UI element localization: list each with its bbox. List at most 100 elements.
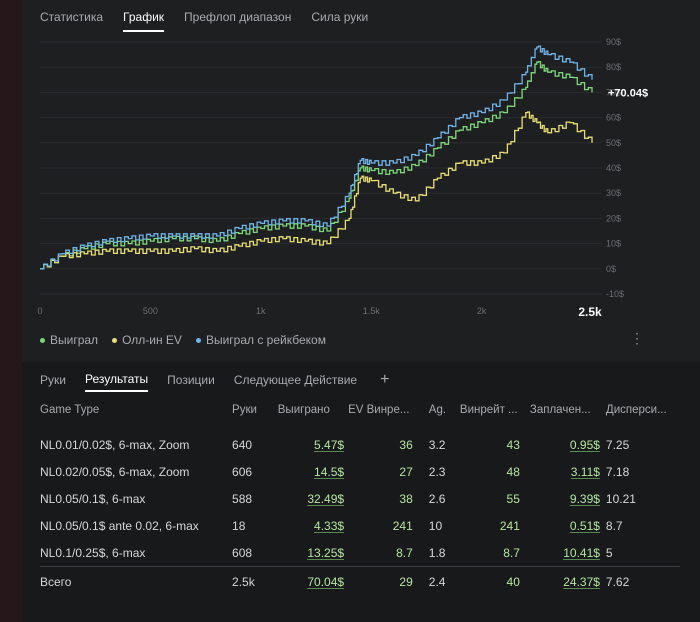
cell-value: 9.39$: [569, 491, 600, 506]
legend-label: Выиграл: [50, 333, 99, 347]
add-tab-button[interactable]: +: [380, 371, 390, 388]
table-row[interactable]: NL0.05/0.1$ ante 0.02, 6-max 18 4.33$ 241 10…: [40, 512, 680, 539]
cell-paid-rake: 0.95$: [526, 431, 600, 458]
cell-paid-rake: 3.11$: [526, 458, 600, 485]
results-table: Game Type Руки Выиграно EV Винре... Ag. …: [40, 400, 680, 597]
cell-hands: 588: [232, 491, 253, 506]
col-variance[interactable]: Дисперси...: [605, 404, 667, 416]
tab-statistics[interactable]: Статистика: [40, 10, 104, 24]
cell-value: 4.33$: [314, 518, 345, 533]
won-value: 70.04$: [307, 575, 345, 589]
rake-value: 24.37$: [563, 575, 600, 589]
cell-paid-rake: 9.39$: [526, 485, 600, 512]
cell-winrate: 8.7: [503, 545, 520, 560]
cell-game-type: NL0.1/0.25$, 6-max: [40, 545, 146, 560]
legend-item-won-rakeback[interactable]: Выиграл с рейкбеком: [195, 333, 326, 347]
legend-label: Выиграл с рейкбеком: [205, 333, 326, 347]
tab-preflop-range[interactable]: Префлоп диапазон: [184, 10, 292, 24]
cell-value: 0.51$: [569, 518, 600, 533]
chart-legend: Выиграл Олл-ин EV Выиграл с рейкбеком: [40, 333, 326, 347]
col-aggression[interactable]: Ag.: [428, 404, 447, 416]
cell-ev-winrate: 27: [399, 464, 413, 479]
cell-hands: 640: [232, 437, 253, 452]
series-line: [40, 111, 593, 270]
line-chart: 90$ 80$ 70$ 60$ 50$ 40$ 30$ 20$ 10$ 0$ -10$ 0 500 1k 1…: [37, 37, 648, 319]
cell-winrate: 40: [459, 566, 526, 597]
x-tick-label: 1.5k: [363, 306, 381, 316]
cell-variance: 7.25: [605, 437, 630, 452]
y-tick-label: 20$: [606, 213, 621, 223]
legend-item-allin-ev[interactable]: Олл-ин EV: [112, 333, 182, 347]
cell-winrate: 241: [499, 518, 520, 533]
tab-next-action[interactable]: Следующее Действие: [233, 373, 358, 387]
col-game-type[interactable]: Game Type: [40, 404, 100, 416]
y-tick-label: 60$: [606, 113, 621, 123]
results-panel: Руки Результаты Позиции Следующее Действ…: [22, 362, 700, 622]
cell-value: 10.41$: [563, 545, 600, 560]
table-row-total[interactable]: Всего 2.5k 70.04$ 29 2.4 40 24.37$ 7.62: [40, 566, 680, 597]
y-tick-label: 50$: [606, 138, 621, 148]
cell-value: 5.47$: [314, 437, 345, 452]
x-tick-label: 500: [143, 306, 158, 316]
table-row[interactable]: NL0.02/0.05$, 6-max, Zoom 606 14.5$ 27 2.3 48…: [40, 458, 680, 485]
cell-hands: 606: [232, 464, 253, 479]
cell-won: 70.04$: [277, 566, 345, 597]
cell-value: 32.49$: [307, 491, 345, 506]
cell-value: 3.11$: [570, 464, 600, 479]
cell-won: 32.49$: [278, 485, 344, 512]
cell-aggression: 10: [428, 518, 443, 533]
cell-aggression: 1.8: [428, 545, 446, 560]
cell-ev-winrate: 8.7: [396, 545, 413, 560]
col-hands[interactable]: Руки: [232, 404, 257, 416]
cell-variance: 8.7: [605, 518, 623, 533]
cell-won: 14.5$: [278, 458, 344, 485]
col-winrate[interactable]: Винрейт ...: [459, 404, 518, 416]
col-paid-rake[interactable]: Заплачен...: [529, 404, 591, 416]
cell-aggression: 2.3: [428, 464, 446, 479]
cell-ev-winrate: 38: [399, 491, 413, 506]
cell-aggression: 3.2: [428, 437, 446, 452]
col-ev-winrate[interactable]: EV Винре...: [348, 404, 410, 416]
cell-game-type: NL0.01/0.02$, 6-max, Zoom: [40, 437, 190, 452]
cell-paid-rake: 24.37$: [525, 566, 600, 597]
y-tick-label: 70$: [606, 87, 621, 97]
cell-variance: 7.18: [605, 464, 630, 479]
cell-hands: 2.5k: [232, 566, 278, 597]
x-tick-label: 1k: [256, 306, 266, 316]
cell-won: 13.25$: [278, 539, 344, 567]
cell-value: 14.5$: [314, 464, 345, 479]
col-won[interactable]: Выиграно: [277, 404, 330, 416]
y-tick-label: 80$: [606, 62, 621, 72]
tab-graph[interactable]: График: [123, 10, 165, 32]
tab-hand-strength[interactable]: Сила руки: [311, 10, 369, 24]
cell-game-type: NL0.02/0.05$, 6-max, Zoom: [40, 464, 190, 479]
table-row[interactable]: NL0.1/0.25$, 6-max 608 13.25$ 8.7 1.8 8.7 10.4…: [40, 539, 680, 567]
cell-winrate: 43: [506, 437, 520, 452]
table-header: Game Type Руки Выиграно EV Винре... Ag. …: [40, 400, 680, 420]
y-tick-label: 0$: [606, 264, 616, 274]
y-tick-label: 90$: [606, 37, 621, 47]
cell-value: 13.25$: [307, 545, 345, 560]
x-tick-label: 0: [37, 306, 42, 316]
top-tabs: Статистика График Префлоп диапазон Сила …: [40, 10, 388, 32]
y-tick-label: 10$: [606, 239, 621, 249]
cell-ev-winrate: 29: [344, 566, 419, 597]
tab-results[interactable]: Результаты: [84, 372, 149, 392]
table-row[interactable]: NL0.05/0.1$, 6-max 588 32.49$ 38 2.6 55 9.39$ 1…: [40, 485, 680, 512]
tab-positions[interactable]: Позиции: [167, 373, 215, 387]
cell-won: 4.33$: [278, 512, 344, 539]
more-options-icon[interactable]: ⋮: [630, 330, 644, 346]
cell-variance: 10.21: [605, 491, 636, 506]
y-tick-label: 40$: [606, 163, 621, 173]
y-tick-label: 30$: [606, 188, 621, 198]
table-row[interactable]: NL0.01/0.02$, 6-max, Zoom 640 5.47$ 36 3.2 43…: [40, 431, 680, 458]
cell-ev-winrate: 241: [392, 518, 413, 533]
legend-item-won[interactable]: Выиграл: [40, 333, 98, 347]
legend-label: Олл-ин EV: [122, 333, 182, 347]
tab-hands[interactable]: Руки: [40, 373, 66, 387]
blue-dot-icon: [195, 337, 201, 343]
cell-game-type: Всего: [40, 566, 233, 597]
cell-won: 5.47$: [278, 431, 344, 458]
cell-paid-rake: 10.41$: [526, 539, 600, 567]
cell-variance: 7.62: [599, 566, 680, 597]
